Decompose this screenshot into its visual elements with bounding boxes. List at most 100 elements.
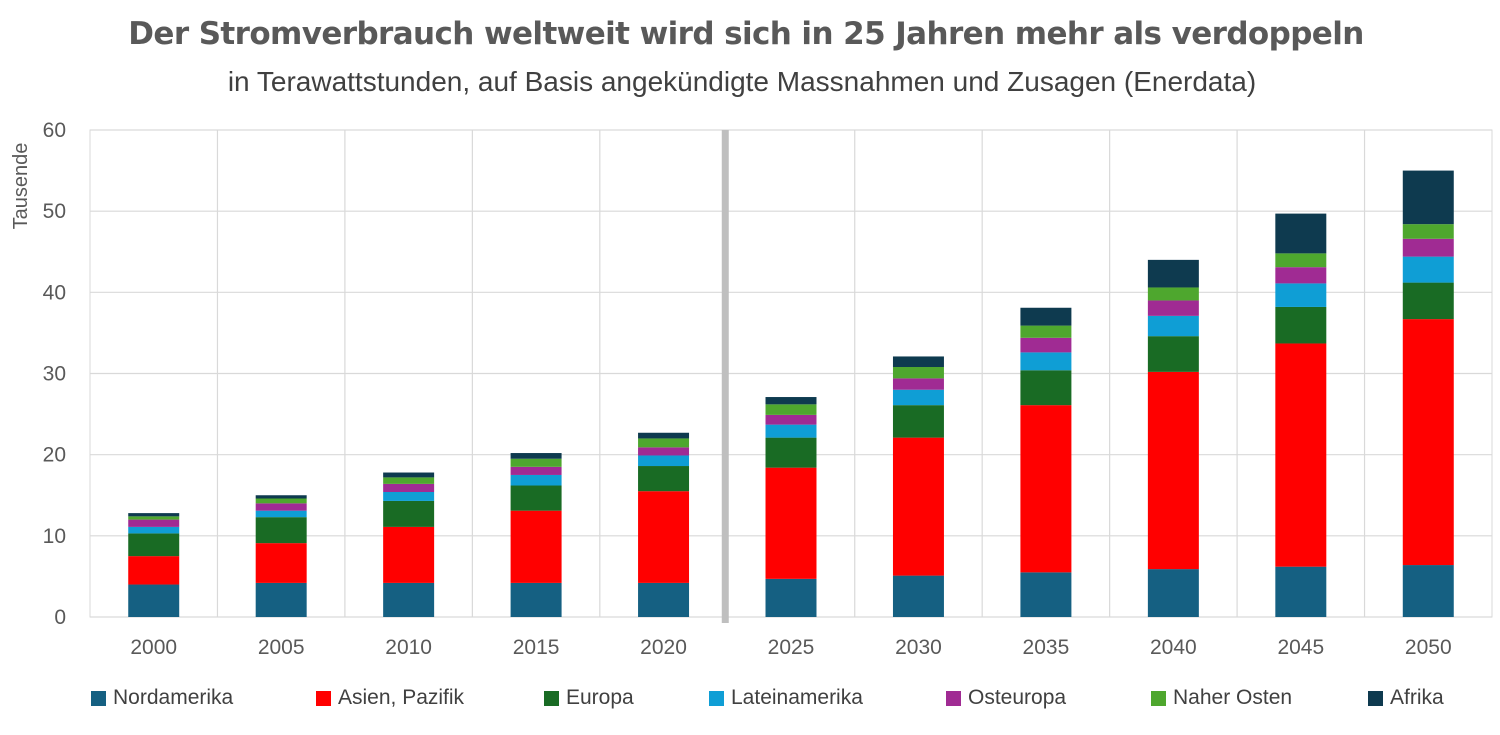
bar-segment xyxy=(128,519,180,527)
bar-segment xyxy=(1402,319,1454,566)
bar-segment xyxy=(1020,370,1072,406)
bar-segment xyxy=(255,510,307,518)
bar-segment xyxy=(1275,343,1327,567)
y-tick-label: 50 xyxy=(43,200,66,223)
bar-segment xyxy=(383,526,435,583)
bar-segment xyxy=(765,424,817,438)
bar-segment xyxy=(128,526,180,534)
bar-segment xyxy=(255,582,307,617)
bar-segment xyxy=(383,492,435,501)
bar-segment xyxy=(1402,282,1454,320)
bar-segment xyxy=(765,467,817,579)
legend-swatch xyxy=(1368,690,1383,706)
bar-segment xyxy=(128,516,180,520)
bar-segment xyxy=(1020,405,1072,573)
bar-segment xyxy=(383,472,435,478)
bar-segment xyxy=(1147,300,1199,316)
legend-label: Europa xyxy=(566,686,634,709)
bar-segment xyxy=(255,543,307,583)
legend-swatch xyxy=(544,690,559,706)
x-tick-label: 2025 xyxy=(768,636,815,659)
bar-segment xyxy=(128,513,180,517)
bar-segment xyxy=(1402,170,1454,225)
bar-segment xyxy=(255,495,307,499)
legend-item: Europa xyxy=(544,686,634,710)
bar-segment xyxy=(892,356,944,368)
x-tick-label: 2010 xyxy=(385,636,432,659)
x-tick-label: 2015 xyxy=(513,636,560,659)
bar-segment xyxy=(1147,287,1199,301)
x-tick-label: 2035 xyxy=(1023,636,1070,659)
x-tick-label: 2045 xyxy=(1277,636,1324,659)
bar-segment xyxy=(1020,572,1072,617)
bar-segment xyxy=(1020,337,1072,353)
legend-label: Osteuropa xyxy=(968,686,1067,709)
legend-item: Afrika xyxy=(1368,686,1444,710)
bar-segment xyxy=(383,477,435,484)
legend-swatch xyxy=(91,690,106,706)
legend-label: Lateinamerika xyxy=(731,686,863,709)
legend-label: Afrika xyxy=(1390,686,1444,709)
bar-segment xyxy=(255,498,307,504)
bar-segment xyxy=(1275,566,1327,617)
bar-segment xyxy=(128,584,180,617)
bar-segment xyxy=(638,491,690,583)
chart-legend: Nordamerika Asien, Pazifik Europa Lateiname… xyxy=(0,686,1500,718)
bar-segment xyxy=(1402,256,1454,283)
y-tick-label: 60 xyxy=(43,119,66,142)
bar-segment xyxy=(510,485,562,511)
bar-segment xyxy=(1020,352,1072,371)
bar-segment xyxy=(510,510,562,583)
bar-segment xyxy=(1275,267,1327,284)
legend-swatch xyxy=(316,690,331,706)
bar-segment xyxy=(892,378,944,390)
legend-label: Naher Osten xyxy=(1173,686,1293,709)
x-tick-label: 2005 xyxy=(258,636,305,659)
bar-segment xyxy=(892,367,944,379)
legend-item: Asien, Pazifik xyxy=(316,686,464,710)
y-tick-label: 20 xyxy=(43,444,66,467)
y-axis-label: Tausende xyxy=(10,143,32,230)
bar-segment xyxy=(638,432,690,439)
legend-item: Nordamerika xyxy=(91,686,233,710)
bar-segment xyxy=(1147,259,1199,288)
y-tick-label: 0 xyxy=(54,606,66,629)
bar-segment xyxy=(1020,325,1072,338)
bar-segment xyxy=(128,533,180,557)
y-tick-label: 40 xyxy=(43,281,66,304)
x-tick-label: 2030 xyxy=(895,636,942,659)
legend-label: Asien, Pazifik xyxy=(338,686,465,709)
legend-swatch xyxy=(709,690,724,706)
bar-segment xyxy=(1402,224,1454,239)
bar-segment xyxy=(1402,565,1454,617)
bar-segment xyxy=(638,582,690,617)
x-tick-label: 2040 xyxy=(1150,636,1197,659)
bar-segment xyxy=(1402,238,1454,257)
bar-segment xyxy=(1275,253,1327,268)
bar-segment xyxy=(892,437,944,576)
bar-segment xyxy=(1275,213,1327,254)
bar-segment xyxy=(383,500,435,527)
legend-label: Nordamerika xyxy=(113,686,234,709)
x-tick-label: 2050 xyxy=(1405,636,1452,659)
bar-segment xyxy=(765,578,817,617)
chart-subtitle: in Terawattstunden, auf Basis angekündig… xyxy=(227,66,1257,97)
legend-item: Naher Osten xyxy=(1151,686,1292,710)
bar-segment xyxy=(765,404,817,415)
bar-segment xyxy=(1147,315,1199,337)
legend-swatch xyxy=(1151,690,1166,706)
bar-segment xyxy=(765,437,817,468)
bar-segment xyxy=(1275,283,1327,307)
bar-segment xyxy=(638,466,690,492)
legend-swatch xyxy=(946,690,961,706)
legend-item: Lateinamerika xyxy=(709,686,863,710)
bar-segment xyxy=(1147,371,1199,570)
bar-segment xyxy=(638,438,690,448)
bar-segment xyxy=(383,483,435,493)
x-tick-label: 2020 xyxy=(640,636,687,659)
bar-segment xyxy=(892,405,944,438)
bar-segment xyxy=(255,503,307,511)
x-tick-label: 2000 xyxy=(130,636,177,659)
bar-segment xyxy=(765,414,817,425)
bar-segment xyxy=(383,582,435,617)
